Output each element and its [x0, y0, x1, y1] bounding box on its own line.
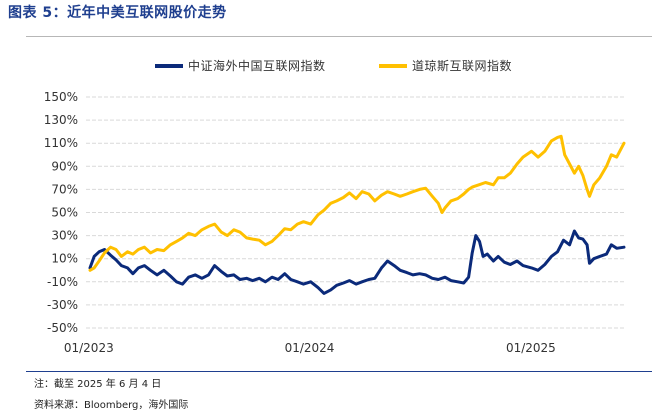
- x-tick-label: 01/2024: [285, 341, 335, 355]
- footer-rule: [26, 371, 652, 372]
- series-line-2: [88, 134, 626, 272]
- legend-label-1: 中证海外中国互联网指数: [188, 58, 326, 73]
- title-rule: [26, 36, 652, 37]
- source-note: 资料来源：Bloomberg，海外国际: [34, 400, 189, 411]
- y-tick-label: 10%: [51, 252, 78, 266]
- y-tick-label: -30%: [47, 298, 78, 312]
- y-tick-label: -50%: [47, 321, 78, 335]
- y-tick-label: 30%: [51, 229, 78, 243]
- grid-lines: [86, 96, 624, 329]
- footnote: 注：截至 2025 年 6 月 4 日: [34, 379, 162, 390]
- y-tick-label: -10%: [47, 275, 78, 289]
- y-tick-label: 50%: [51, 206, 78, 220]
- y-tick-label: 130%: [44, 113, 78, 127]
- y-tick-label: 150%: [44, 90, 78, 104]
- y-tick-label: 70%: [51, 182, 78, 196]
- y-tick-label: 90%: [51, 159, 78, 173]
- series-line-1: [88, 229, 626, 295]
- x-axis: 01/2023 01/2024 01/2025: [64, 341, 556, 355]
- y-axis: 150% 130% 110% 90% 70% 50% 30% 10% -10% -30% -50%: [44, 90, 78, 335]
- y-tick-label: 110%: [44, 136, 78, 150]
- x-tick-label: 01/2023: [64, 341, 114, 355]
- x-tick-label: 01/2025: [506, 341, 556, 355]
- chart-legend: 中证海外中国互联网指数 道琼斯互联网指数: [155, 58, 512, 73]
- legend-label-2: 道琼斯互联网指数: [412, 58, 512, 73]
- line-chart: 中证海外中国互联网指数 道琼斯互联网指数 150% 130% 110% 90% 70% 50…: [44, 58, 626, 355]
- figure-title: 图表 5：近年中美互联网股价走势: [8, 5, 227, 21]
- series-lines: [88, 134, 626, 295]
